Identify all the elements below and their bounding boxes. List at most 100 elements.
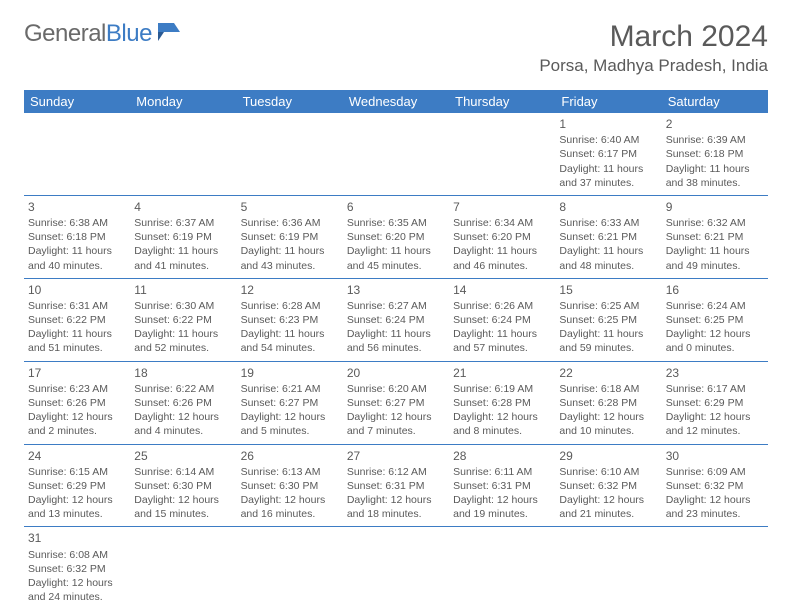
calendar-head: SundayMondayTuesdayWednesdayThursdayFrid… [24,90,768,113]
calendar-cell: 25Sunrise: 6:14 AMSunset: 6:30 PMDayligh… [130,444,236,527]
sunrise-line: Sunrise: 6:09 AM [666,465,764,479]
calendar-cell: 31 Sunrise: 6:08 AMSunset: 6:32 PMDayligh… [24,527,130,609]
calendar-cell: 21Sunrise: 6:19 AMSunset: 6:28 PMDayligh… [449,361,555,444]
sunset-line: Sunset: 6:26 PM [134,396,232,410]
calendar-row: 10Sunrise: 6:31 AMSunset: 6:22 PMDayligh… [24,278,768,361]
calendar-row: 1Sunrise: 6:40 AMSunset: 6:17 PMDaylight… [24,113,768,195]
sunrise-line: Sunrise: 6:10 AM [559,465,657,479]
sunrise-line: Sunrise: 6:33 AM [559,216,657,230]
sunset-line: Sunset: 6:26 PM [28,396,126,410]
day-header: Thursday [449,90,555,113]
sunset-line: Sunset: 6:28 PM [453,396,551,410]
daylight-line: Daylight: 12 hours and 15 minutes. [134,493,232,521]
location: Porsa, Madhya Pradesh, India [539,56,768,76]
sunset-line: Sunset: 6:17 PM [559,147,657,161]
sunrise-line: Sunrise: 6:22 AM [134,382,232,396]
daylight-line: Daylight: 11 hours and 48 minutes. [559,244,657,272]
day-number: 24 [28,448,126,464]
daylight-line: Daylight: 11 hours and 37 minutes. [559,162,657,190]
day-number: 11 [134,282,232,298]
calendar-cell: 1Sunrise: 6:40 AMSunset: 6:17 PMDaylight… [555,113,661,195]
day-number: 31 [28,530,126,546]
sunset-line: Sunset: 6:22 PM [28,313,126,327]
day-number: 13 [347,282,445,298]
daylight-line: Daylight: 12 hours and 0 minutes. [666,327,764,355]
calendar-cell: 4Sunrise: 6:37 AMSunset: 6:19 PMDaylight… [130,195,236,278]
day-number: 7 [453,199,551,215]
daylight-line: Daylight: 12 hours and 19 minutes. [453,493,551,521]
sunset-line: Sunset: 6:30 PM [241,479,339,493]
day-header-row: SundayMondayTuesdayWednesdayThursdayFrid… [24,90,768,113]
brand-general: General [24,20,106,48]
calendar-cell: 28Sunrise: 6:11 AMSunset: 6:31 PMDayligh… [449,444,555,527]
daylight-line: Daylight: 11 hours and 59 minutes. [559,327,657,355]
daylight-line: Daylight: 11 hours and 46 minutes. [453,244,551,272]
daylight-line: Daylight: 11 hours and 56 minutes. [347,327,445,355]
daylight-line: Daylight: 11 hours and 40 minutes. [28,244,126,272]
sunset-line: Sunset: 6:32 PM [666,479,764,493]
sunrise-line: Sunrise: 6:11 AM [453,465,551,479]
daylight-line: Daylight: 12 hours and 18 minutes. [347,493,445,521]
sunset-line: Sunset: 6:29 PM [666,396,764,410]
calendar-cell: 7Sunrise: 6:34 AMSunset: 6:20 PMDaylight… [449,195,555,278]
sunrise-line: Sunrise: 6:35 AM [347,216,445,230]
daylight-line: Daylight: 12 hours and 8 minutes. [453,410,551,438]
daylight-line: Daylight: 11 hours and 49 minutes. [666,244,764,272]
daylight-line: Daylight: 11 hours and 52 minutes. [134,327,232,355]
day-number: 5 [241,199,339,215]
day-number: 1 [559,116,657,132]
month-title: March 2024 [539,20,768,54]
brand-logo: General Blue [24,20,180,48]
sunrise-line: Sunrise: 6:38 AM [28,216,126,230]
sunset-line: Sunset: 6:32 PM [28,562,126,576]
sunset-line: Sunset: 6:18 PM [28,230,126,244]
sunset-line: Sunset: 6:21 PM [666,230,764,244]
calendar-row: 24Sunrise: 6:15 AMSunset: 6:29 PMDayligh… [24,444,768,527]
sunrise-line: Sunrise: 6:36 AM [241,216,339,230]
day-header: Sunday [24,90,130,113]
daylight-line: Daylight: 12 hours and 13 minutes. [28,493,126,521]
sunrise-line: Sunrise: 6:23 AM [28,382,126,396]
header: General Blue March 2024 Porsa, Madhya Pr… [24,20,768,76]
calendar-cell-empty [130,113,236,195]
day-number: 10 [28,282,126,298]
daylight-line: Daylight: 12 hours and 24 minutes. [28,576,126,604]
daylight-line: Daylight: 12 hours and 5 minutes. [241,410,339,438]
sunrise-line: Sunrise: 6:39 AM [666,133,764,147]
day-header: Saturday [662,90,768,113]
sunrise-line: Sunrise: 6:15 AM [28,465,126,479]
sunrise-line: Sunrise: 6:25 AM [559,299,657,313]
daylight-line: Daylight: 11 hours and 41 minutes. [134,244,232,272]
calendar-row: 17Sunrise: 6:23 AMSunset: 6:26 PMDayligh… [24,361,768,444]
sunrise-line: Sunrise: 6:17 AM [666,382,764,396]
day-number: 18 [134,365,232,381]
calendar-cell: 22Sunrise: 6:18 AMSunset: 6:28 PMDayligh… [555,361,661,444]
sunset-line: Sunset: 6:24 PM [453,313,551,327]
day-number: 3 [28,199,126,215]
flag-icon [158,23,180,41]
day-number: 25 [134,448,232,464]
sunrise-line: Sunrise: 6:12 AM [347,465,445,479]
calendar-cell-empty [449,113,555,195]
calendar-cell: 26Sunrise: 6:13 AMSunset: 6:30 PMDayligh… [237,444,343,527]
sunrise-line: Sunrise: 6:40 AM [559,133,657,147]
brand-blue: Blue [106,20,152,48]
title-block: March 2024 Porsa, Madhya Pradesh, India [539,20,768,76]
calendar-cell: 18Sunrise: 6:22 AMSunset: 6:26 PMDayligh… [130,361,236,444]
daylight-line: Daylight: 11 hours and 45 minutes. [347,244,445,272]
brand-text: General Blue [24,20,152,48]
day-number: 12 [241,282,339,298]
day-number: 30 [666,448,764,464]
sunrise-line: Sunrise: 6:08 AM [28,548,126,562]
day-header: Wednesday [343,90,449,113]
day-number: 2 [666,116,764,132]
sunrise-line: Sunrise: 6:13 AM [241,465,339,479]
day-header: Monday [130,90,236,113]
calendar-cell: 8Sunrise: 6:33 AMSunset: 6:21 PMDaylight… [555,195,661,278]
daylight-line: Daylight: 12 hours and 23 minutes. [666,493,764,521]
calendar-cell: 24Sunrise: 6:15 AMSunset: 6:29 PMDayligh… [24,444,130,527]
calendar-cell-empty [130,527,236,609]
sunset-line: Sunset: 6:18 PM [666,147,764,161]
day-number: 20 [347,365,445,381]
daylight-line: Daylight: 11 hours and 43 minutes. [241,244,339,272]
